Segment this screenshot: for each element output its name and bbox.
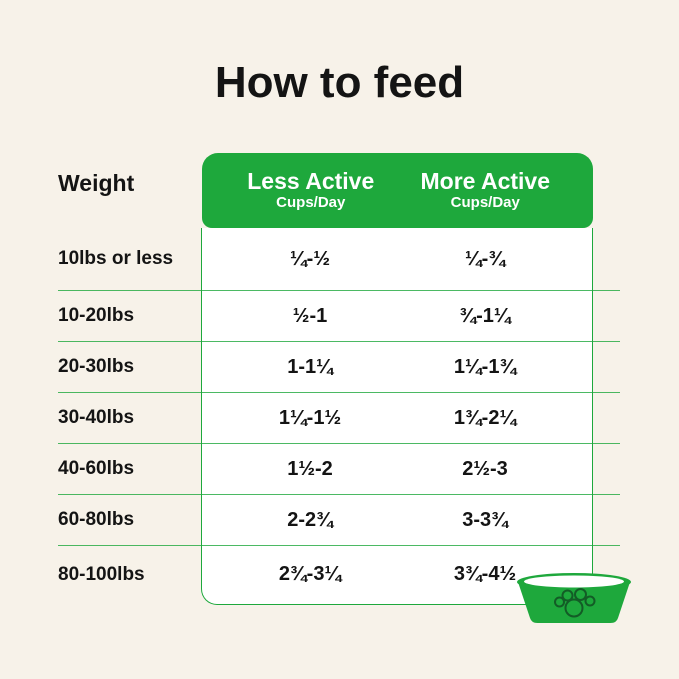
table-row: 10-20lbs ½-1 ¾-1¼: [58, 291, 620, 342]
more-active-cell: 1¾-2¼: [453, 406, 517, 429]
table-header-band: Less Active Cups/Day More Active Cups/Da…: [202, 153, 593, 228]
weight-cell: 40-60lbs: [58, 458, 135, 479]
less-active-cell: 1-1¼: [287, 355, 333, 378]
header-more-active: More Active Cups/Day: [398, 153, 594, 228]
less-active-cell: 1¼-1½: [278, 406, 342, 429]
table-row: 60-80lbs 2-2¾ 3-3¾: [58, 495, 620, 546]
weight-cell: 80-100lbs: [58, 563, 145, 585]
bowl-rim-inner: [524, 575, 624, 588]
table-rows: 10lbs or less ¼-½ ¼-¾ 10-20lbs ½-1 ¾-1¼ …: [58, 228, 620, 603]
table-row: 40-60lbs 1½-2 2½-3: [58, 444, 620, 495]
less-active-cell: 2-2¾: [287, 508, 333, 531]
weight-cell: 10-20lbs: [58, 305, 135, 326]
more-active-cell: ¼-¾: [464, 247, 506, 270]
weight-cell: 30-40lbs: [58, 407, 135, 428]
less-active-sublabel: Cups/Day: [276, 194, 346, 212]
more-active-cell: ¾-1¼: [459, 304, 511, 327]
weight-column-header: Weight: [58, 170, 135, 196]
page-title: How to feed: [214, 58, 465, 107]
table-row: 20-30lbs 1-1¼ 1¼-1¾: [58, 342, 620, 393]
table-row: 10lbs or less ¼-½ ¼-¾: [58, 228, 620, 291]
more-active-cell: 2½-3: [462, 457, 508, 480]
header-less-active: Less Active Cups/Day: [202, 153, 398, 228]
more-active-cell: 3-3¾: [462, 508, 508, 531]
less-active-cell: 1½-2: [287, 457, 333, 480]
less-active-cell: ½-1: [292, 304, 328, 327]
less-active-cell: ¼-½: [289, 247, 331, 270]
weight-cell: 10lbs or less: [58, 248, 174, 269]
paw-icon: [554, 588, 596, 618]
more-active-cell: 1¼-1¾: [453, 355, 517, 378]
weight-cell: 60-80lbs: [58, 509, 135, 530]
dog-bowl-icon: [517, 573, 631, 623]
table-row: 80-100lbs 2¾-3¼ 3¾-4½: [58, 546, 620, 603]
weight-cell: 20-30lbs: [58, 356, 135, 377]
more-active-label: More Active: [420, 168, 551, 195]
table-row: 30-40lbs 1¼-1½ 1¾-2¼: [58, 393, 620, 444]
more-active-cell: 3¾-4½: [453, 563, 517, 585]
less-active-label: Less Active: [247, 168, 375, 195]
bowl-body: [518, 582, 630, 623]
more-active-sublabel: Cups/Day: [450, 194, 520, 212]
less-active-cell: 2¾-3¼: [278, 563, 342, 585]
